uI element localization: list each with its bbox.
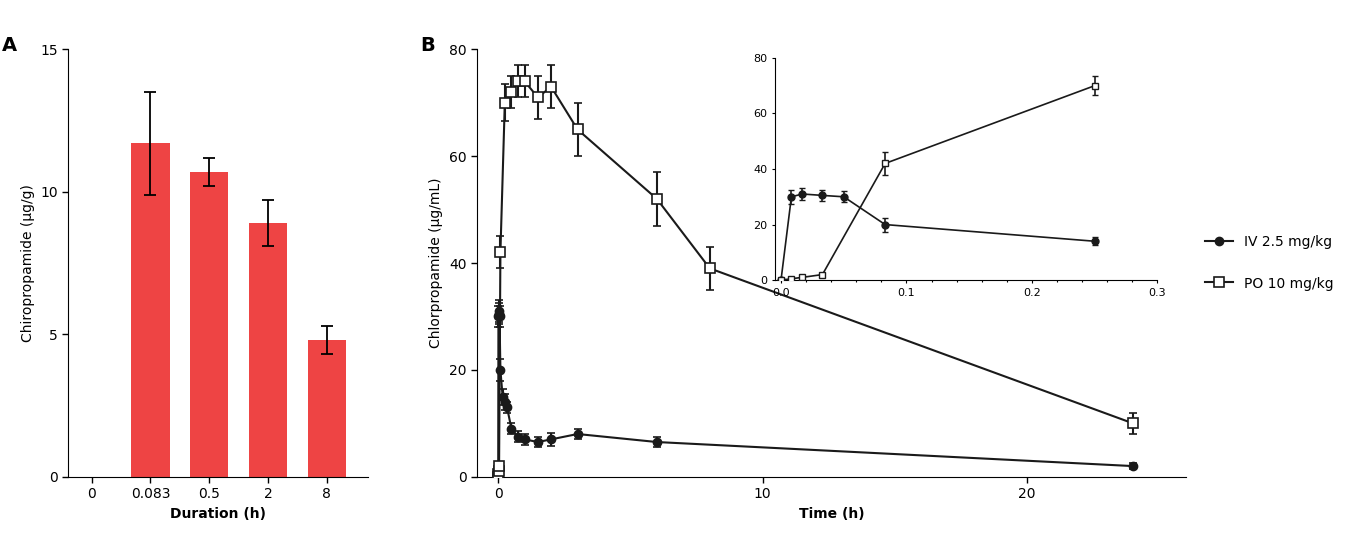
X-axis label: Time (h): Time (h)	[799, 507, 864, 521]
Y-axis label: Chiropropamide (µg/g): Chiropropamide (µg/g)	[20, 184, 34, 342]
Legend: IV 2.5 mg/kg, PO 10 mg/kg: IV 2.5 mg/kg, PO 10 mg/kg	[1199, 230, 1340, 296]
Text: A: A	[3, 37, 18, 55]
X-axis label: Duration (h): Duration (h)	[170, 507, 266, 521]
Text: B: B	[420, 37, 435, 55]
Bar	[131, 144, 169, 477]
Bar	[191, 172, 229, 477]
Y-axis label: Chlorpropamide (µg/mL): Chlorpropamide (µg/mL)	[429, 178, 443, 349]
Bar	[308, 340, 346, 477]
Bar	[249, 223, 288, 477]
